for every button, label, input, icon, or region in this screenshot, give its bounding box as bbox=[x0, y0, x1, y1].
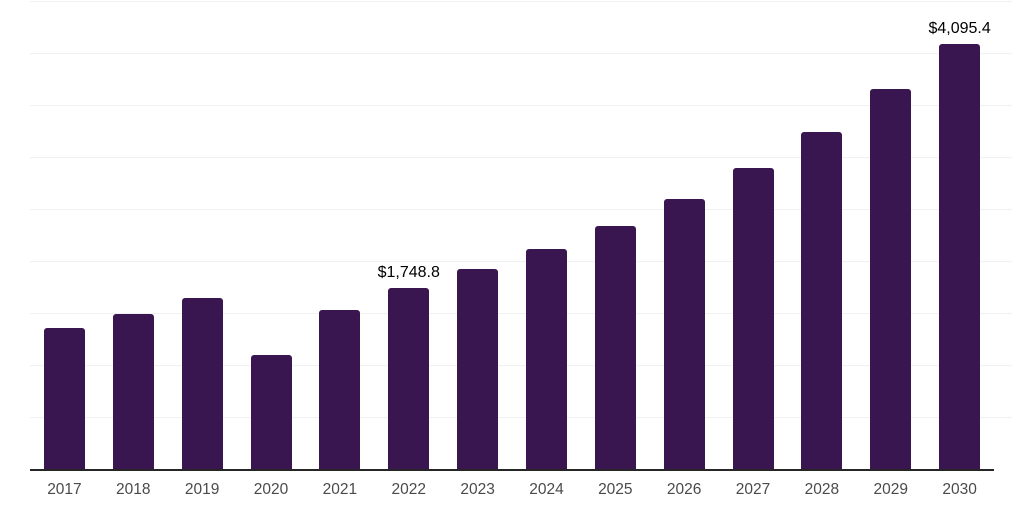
x-tick-2023: 2023 bbox=[460, 481, 495, 498]
x-tick-2026: 2026 bbox=[666, 481, 702, 498]
bar-2017 bbox=[43, 327, 85, 470]
bar-2021 bbox=[319, 309, 361, 470]
x-tick-2027: 2027 bbox=[735, 481, 771, 498]
bar-2019 bbox=[181, 297, 223, 470]
bar-column-2029 bbox=[856, 2, 925, 470]
bar-2025 bbox=[594, 226, 636, 470]
bar-column-2026 bbox=[650, 2, 719, 470]
bar-column-2028 bbox=[787, 2, 856, 470]
x-tick-2021: 2021 bbox=[322, 481, 358, 498]
data-label-2022: $1,748.8 bbox=[377, 264, 440, 282]
bar-2020 bbox=[250, 355, 292, 470]
plot-area: $1,748.8 $4,095.4 bbox=[30, 1, 1012, 471]
bar-2029 bbox=[870, 89, 912, 470]
data-label-2030: $4,095.4 bbox=[928, 20, 991, 38]
bar-column-2024 bbox=[512, 2, 581, 470]
bars-container: $1,748.8 $4,095.4 bbox=[30, 2, 994, 470]
x-tick-2018: 2018 bbox=[116, 481, 151, 498]
bar-column-2025 bbox=[581, 2, 650, 470]
x-tick-2028: 2028 bbox=[804, 481, 840, 498]
x-tick-2029: 2029 bbox=[873, 481, 908, 498]
bar-column-2018 bbox=[99, 2, 168, 470]
x-tick-2019: 2019 bbox=[184, 481, 220, 498]
x-tick-2022: 2022 bbox=[391, 481, 426, 498]
x-axis-line bbox=[30, 469, 994, 471]
bar-column-2023 bbox=[443, 2, 512, 470]
bar-2023 bbox=[457, 268, 499, 470]
x-tick-2030: 2030 bbox=[942, 481, 977, 498]
x-axis-labels: 2017 2018 2019 2020 2021 2022 2023 2024 2025 2026… bbox=[30, 481, 994, 500]
x-tick-2025: 2025 bbox=[598, 481, 633, 498]
bar-column-2021 bbox=[305, 2, 374, 470]
bar-column-2022: $1,748.8 bbox=[374, 2, 443, 470]
bar-column-2027 bbox=[719, 2, 788, 470]
bar-2028 bbox=[801, 132, 843, 470]
x-tick-2020: 2020 bbox=[253, 481, 289, 498]
bar-2027 bbox=[732, 168, 774, 470]
bar-2026 bbox=[663, 199, 705, 470]
x-tick-2024: 2024 bbox=[529, 481, 564, 498]
x-tick-2017: 2017 bbox=[47, 481, 82, 498]
bar-2022 bbox=[388, 288, 430, 470]
bar-2018 bbox=[112, 313, 154, 470]
bar-column-2017 bbox=[30, 2, 99, 470]
bar-2024 bbox=[525, 248, 567, 470]
bar-2030 bbox=[939, 44, 981, 470]
bar-column-2019 bbox=[168, 2, 237, 470]
bar-column-2020 bbox=[237, 2, 306, 470]
bar-column-2030: $4,095.4 bbox=[925, 2, 994, 470]
